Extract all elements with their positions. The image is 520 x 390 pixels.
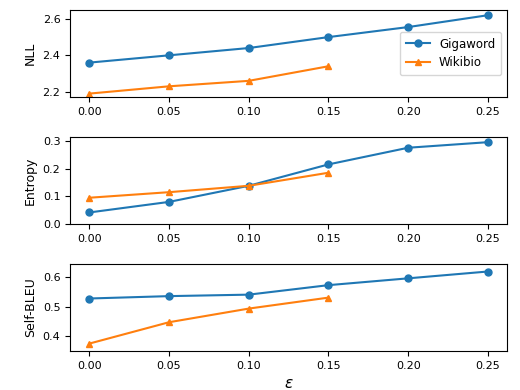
Gigaword bbox=[86, 60, 93, 65]
Gigaword bbox=[405, 25, 411, 29]
Gigaword bbox=[326, 35, 332, 39]
Gigaword bbox=[166, 53, 172, 58]
Line: Wikibio: Wikibio bbox=[86, 63, 332, 97]
Y-axis label: NLL: NLL bbox=[24, 42, 37, 65]
Line: Gigaword: Gigaword bbox=[86, 12, 491, 66]
Wikibio bbox=[326, 64, 332, 69]
Gigaword bbox=[485, 13, 491, 18]
Wikibio bbox=[86, 91, 93, 96]
Y-axis label: Entropy: Entropy bbox=[24, 156, 37, 205]
Gigaword bbox=[245, 46, 252, 50]
Wikibio bbox=[245, 78, 252, 83]
Legend: Gigaword, Wikibio: Gigaword, Wikibio bbox=[400, 32, 501, 75]
Y-axis label: Self-BLEU: Self-BLEU bbox=[24, 277, 37, 337]
X-axis label: ε: ε bbox=[284, 376, 293, 390]
Wikibio bbox=[166, 84, 172, 89]
